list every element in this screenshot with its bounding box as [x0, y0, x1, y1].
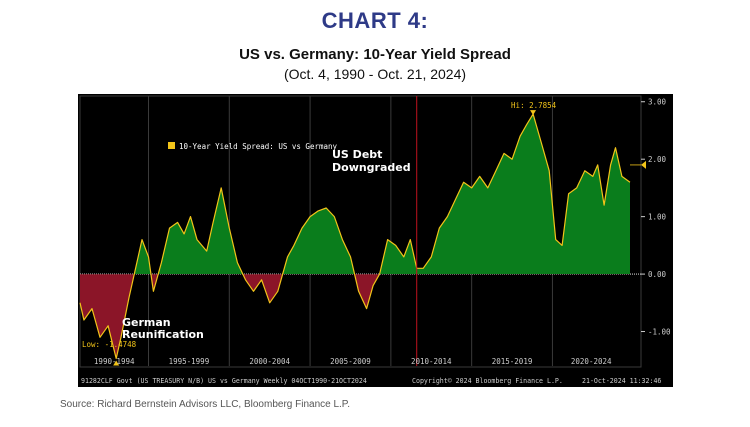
chart-title: US vs. Germany: 10-Year Yield Spread — [239, 46, 511, 63]
legend-label: 10-Year Yield Spread: US vs Germany — [179, 142, 338, 151]
high-point-marker — [530, 110, 537, 116]
annotation-high: Hi: 2.7854 — [511, 101, 557, 110]
x-period-label: 2010-2014 — [411, 357, 452, 366]
y-tick-label: 1.00 — [648, 213, 667, 222]
x-period-label: 1995-1999 — [169, 357, 210, 366]
chart-footer-left: 91282CLF Govt (US TREASURY N/B) US vs Ge… — [81, 377, 367, 385]
y-tick-label: 3.00 — [648, 98, 667, 107]
x-period-label: 2005-2009 — [330, 357, 371, 366]
x-period-label: 1990-1994 — [94, 357, 135, 366]
low-point-marker — [113, 360, 120, 366]
positive-spread-area — [134, 114, 630, 275]
source-note: Source: Richard Bernstein Advisors LLC, … — [60, 399, 350, 410]
annotation-german-reunification: German Reunification — [122, 316, 204, 341]
chart-footer-right: 21-Oct-2024 11:32:46 — [582, 377, 661, 385]
y-tick-label: 2.00 — [648, 155, 667, 164]
x-period-label: 2000-2004 — [249, 357, 290, 366]
y-tick-label: 0.00 — [648, 270, 667, 279]
x-period-label: 2020-2024 — [571, 357, 612, 366]
legend-swatch — [168, 142, 175, 149]
x-period-label: 2015-2019 — [492, 357, 533, 366]
annotation-us-debt-downgraded: US Debt Downgraded — [332, 148, 411, 174]
annotation-low: Low: -1.4748 — [82, 340, 137, 349]
y-tick-label: -1.00 — [648, 328, 671, 337]
chart-label: CHART 4: — [321, 8, 429, 33]
spread-line — [79, 113, 631, 360]
plot-border — [79, 95, 642, 368]
chart-subtitle: (Oct. 4, 1990 - Oct. 21, 2024) — [283, 66, 467, 82]
chart-footer-mid: Copyright© 2024 Bloomberg Finance L.P. — [412, 377, 563, 385]
last-value-marker — [641, 160, 646, 169]
